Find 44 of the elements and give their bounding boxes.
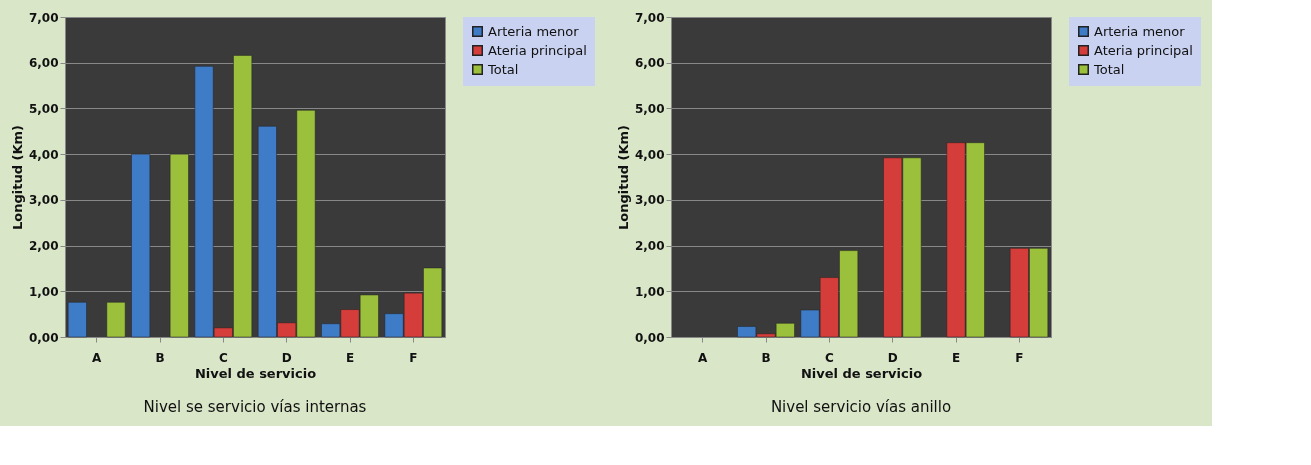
y-tick-label: 3,00 [28, 193, 59, 208]
x-tick-label: C [218, 350, 228, 365]
x-tick-label: A [92, 350, 103, 365]
x-tick-label: C [824, 350, 834, 365]
x-tick-label: B [761, 350, 771, 365]
y-axis-title: Longitud (Km) [9, 124, 25, 231]
y-tick-label: 4,00 [28, 147, 59, 162]
y-tick-label: 1,00 [28, 284, 59, 299]
y-tick-label: 7,00 [634, 10, 665, 25]
legend-label: Total [487, 61, 519, 77]
x-axis-title: Nivel de servicio [800, 365, 923, 381]
y-tick-label: 1,00 [634, 284, 665, 299]
y-tick-label: 4,00 [634, 147, 665, 162]
bar [106, 302, 126, 338]
legend-label: Arteria menor [488, 23, 580, 39]
bar [169, 153, 189, 338]
y-tick-label: 6,00 [634, 56, 665, 71]
legend-label: Arteria menor [1094, 23, 1186, 39]
bar [67, 302, 87, 338]
y-tick-label: 2,00 [634, 239, 665, 254]
x-axis-title: Nivel de servicio [194, 365, 317, 381]
y-tick-label: 0,00 [28, 330, 59, 345]
x-tick-label: F [1015, 350, 1024, 365]
y-tick-label: 7,00 [28, 10, 59, 25]
y-tick-label: 3,00 [634, 193, 665, 208]
x-tick-label: B [155, 350, 165, 365]
legend-label: Ateria principal [1094, 42, 1193, 58]
y-axis-title: Longitud (Km) [615, 124, 631, 231]
x-tick-label: F [409, 350, 418, 365]
text: Nivel servicio vías anillo [770, 398, 952, 416]
y-tick-label: 0,00 [634, 330, 665, 345]
legend-label: Total [1093, 61, 1125, 77]
x-tick-label: D [281, 350, 292, 365]
x-tick-label: E [951, 350, 961, 365]
y-tick-label: 6,00 [28, 56, 59, 71]
x-tick-label: A [698, 350, 709, 365]
text: Nivel se servicio vías internas [143, 398, 367, 416]
x-tick-label: D [887, 350, 898, 365]
y-tick-label: 5,00 [634, 101, 665, 116]
y-tick-label: 5,00 [28, 101, 59, 116]
x-tick-label: E [345, 350, 355, 365]
y-tick-label: 2,00 [28, 239, 59, 254]
legend-label: Ateria principal [488, 42, 587, 58]
bar [131, 153, 151, 338]
